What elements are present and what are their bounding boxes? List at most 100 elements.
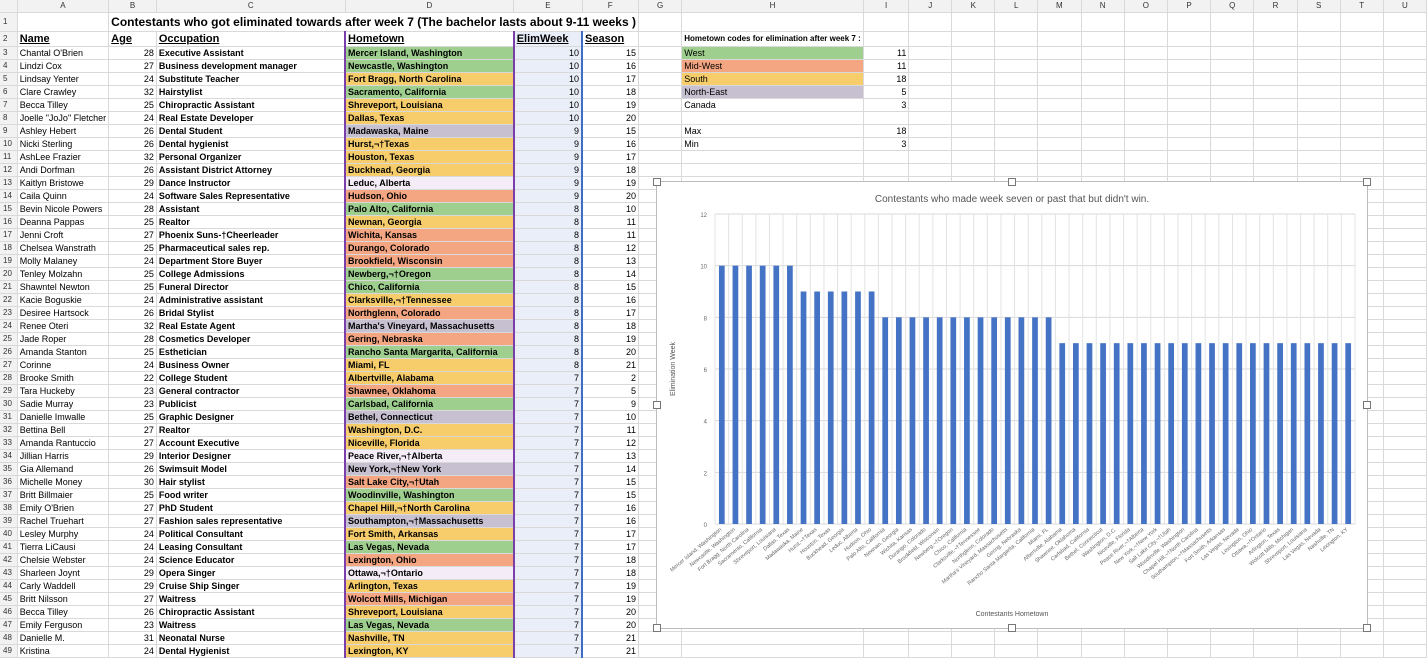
cell-hometown[interactable]: Lexington, Ohio (344, 553, 515, 567)
cell[interactable] (951, 59, 996, 73)
cell-age[interactable]: 23 (108, 618, 157, 632)
cell[interactable] (1383, 592, 1427, 606)
cell-occupation[interactable]: Executive Assistant (156, 46, 346, 60)
cell[interactable] (1124, 72, 1169, 86)
cell-age[interactable]: 26 (108, 163, 157, 177)
cell[interactable] (1340, 46, 1384, 60)
cell[interactable] (1383, 514, 1427, 528)
cell[interactable] (908, 85, 953, 99)
cell[interactable] (1167, 111, 1212, 125)
max-label[interactable]: Max (681, 124, 864, 138)
cell-occupation[interactable]: Swimsuit Model (156, 462, 346, 476)
cell[interactable] (1383, 111, 1427, 125)
header-name[interactable]: Name (17, 31, 110, 47)
cell[interactable] (1081, 137, 1125, 151)
cell-age[interactable]: 25 (108, 98, 157, 112)
cell[interactable] (1340, 631, 1384, 645)
cell[interactable] (1340, 85, 1384, 99)
cell-name[interactable]: Jenni Croft (17, 228, 110, 242)
row-header[interactable]: 38 (0, 501, 18, 515)
cell-age[interactable]: 31 (108, 631, 157, 645)
cell-name[interactable]: Desiree Hartsock (17, 306, 110, 320)
bar-chart[interactable]: Contestants who made week seven or past … (653, 178, 1371, 632)
cell[interactable] (638, 59, 683, 73)
cell-elimweek[interactable]: 7 (512, 410, 584, 424)
cell-age[interactable]: 25 (108, 488, 157, 502)
row-header[interactable]: 41 (0, 540, 18, 554)
cell-hometown[interactable]: Las Vegas, Nevada (344, 618, 515, 632)
cell-elimweek[interactable]: 7 (512, 618, 584, 632)
cell[interactable] (1340, 59, 1384, 73)
header-elimweek[interactable]: ElimWeek (512, 31, 584, 47)
cell-season[interactable]: 19 (582, 176, 639, 190)
cell-hometown[interactable]: Gering, Nebraska (344, 332, 515, 346)
cell[interactable] (863, 31, 910, 47)
column-header-j[interactable]: J (908, 0, 953, 13)
cell-elimweek[interactable]: 9 (512, 137, 584, 151)
cell-season[interactable]: 21 (582, 644, 639, 658)
cell-season[interactable]: 17 (582, 150, 639, 164)
cell[interactable] (1081, 31, 1125, 47)
select-all-corner[interactable] (0, 0, 18, 13)
cell[interactable] (1297, 85, 1341, 99)
cell-occupation[interactable]: Waitress (156, 592, 346, 606)
cell[interactable] (1037, 163, 1082, 177)
cell-season[interactable]: 14 (582, 267, 639, 281)
cell[interactable] (908, 31, 953, 47)
cell-elimweek[interactable]: 7 (512, 475, 584, 489)
cell-elimweek[interactable]: 7 (512, 605, 584, 619)
cell[interactable] (1297, 59, 1341, 73)
cell-elimweek[interactable]: 7 (512, 423, 584, 437)
row-header[interactable]: 37 (0, 488, 18, 502)
cell-elimweek[interactable]: 7 (512, 553, 584, 567)
row-header[interactable]: 12 (0, 163, 18, 177)
cell[interactable] (1124, 150, 1169, 164)
code-count[interactable]: 5 (863, 85, 910, 99)
cell-age[interactable]: 25 (108, 280, 157, 294)
cell[interactable] (1383, 31, 1427, 47)
resize-handle[interactable] (1008, 178, 1016, 186)
cell-elimweek[interactable]: 8 (512, 319, 584, 333)
cell-hometown[interactable]: Clarksville,¬†Tennessee (344, 293, 515, 307)
cell-age[interactable]: 24 (108, 189, 157, 203)
cell-age[interactable]: 26 (108, 137, 157, 151)
cell-name[interactable]: Chantal O'Brien (17, 46, 110, 60)
cell[interactable] (994, 150, 1039, 164)
cell-hometown[interactable]: Hurst,¬†Texas (344, 137, 515, 151)
row-header[interactable]: 5 (0, 72, 18, 86)
cell-name[interactable]: Carly Waddell (17, 579, 110, 593)
cell[interactable] (638, 31, 683, 47)
cell[interactable] (1037, 46, 1082, 60)
cell[interactable] (1253, 12, 1298, 32)
row-header[interactable]: 33 (0, 436, 18, 450)
cell[interactable] (638, 163, 683, 177)
cell-name[interactable]: Renee Oteri (17, 319, 110, 333)
row-header[interactable]: 35 (0, 462, 18, 476)
cell[interactable] (1383, 59, 1427, 73)
cell-age[interactable]: 25 (108, 410, 157, 424)
cell-name[interactable]: Gia Allemand (17, 462, 110, 476)
cell-season[interactable]: 12 (582, 241, 639, 255)
cell[interactable] (1383, 644, 1427, 658)
row-header[interactable]: 39 (0, 514, 18, 528)
cell[interactable] (1297, 111, 1341, 125)
cell-hometown[interactable]: Washington, D.C. (344, 423, 515, 437)
cell[interactable] (994, 12, 1039, 32)
cell[interactable] (681, 644, 864, 658)
cell[interactable] (1383, 306, 1427, 320)
cell[interactable] (1210, 163, 1255, 177)
cell[interactable] (1253, 72, 1298, 86)
cell-age[interactable]: 27 (108, 59, 157, 73)
cell[interactable] (1297, 124, 1341, 138)
cell-season[interactable]: 17 (582, 306, 639, 320)
cell[interactable] (951, 46, 996, 60)
cell[interactable] (1340, 98, 1384, 112)
cell-elimweek[interactable]: 8 (512, 241, 584, 255)
row-header[interactable]: 23 (0, 306, 18, 320)
cell[interactable] (1253, 98, 1298, 112)
row-header[interactable]: 22 (0, 293, 18, 307)
cell[interactable] (863, 163, 910, 177)
cell[interactable] (951, 72, 996, 86)
cell-occupation[interactable]: Hairstylist (156, 85, 346, 99)
cell-elimweek[interactable]: 7 (512, 644, 584, 658)
